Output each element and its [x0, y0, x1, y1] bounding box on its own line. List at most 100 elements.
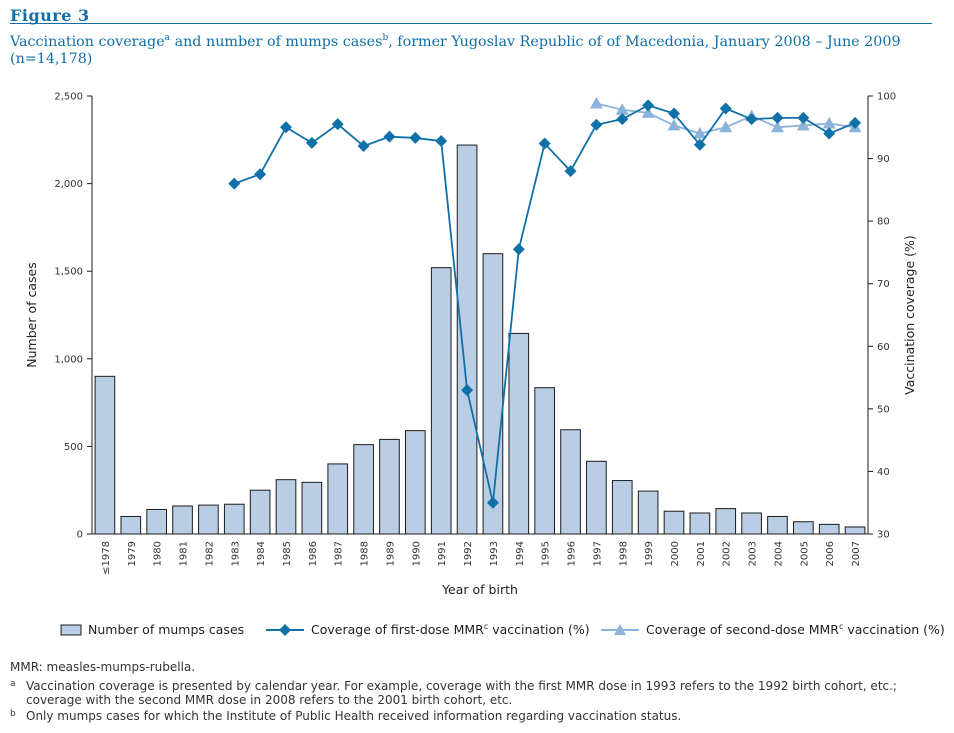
bar-mumps-cases: [508, 332, 530, 535]
bar-mumps-cases: [327, 463, 349, 535]
caption-sup-b: b: [382, 33, 389, 43]
bar-mumps-cases: [353, 444, 374, 535]
x-tick-label: 1979: [127, 541, 138, 566]
y2-axis-title: Vaccination coverage (%): [902, 235, 917, 395]
x-tick-label: 2005: [799, 541, 810, 566]
bar-mumps-cases: [534, 387, 555, 535]
bar-mumps-cases: [560, 429, 581, 535]
footnote-b-text: Only mumps cases for which the Institute…: [26, 709, 682, 723]
right-tick-label: 90: [877, 154, 890, 165]
first-dose-point: [616, 113, 629, 126]
left-tick-label: 2,500: [54, 92, 83, 103]
first-dose-point: [254, 168, 267, 181]
bar-mumps-cases: [198, 504, 219, 535]
x-tick-label: 1982: [204, 541, 215, 566]
bar-mumps-cases: [715, 508, 737, 535]
bar-mumps-cases: [586, 460, 607, 535]
bar-mumps-cases: [120, 515, 142, 535]
second-dose-point: [615, 103, 629, 115]
x-axis-title: Year of birth: [441, 582, 518, 597]
x-tick-label: 1996: [567, 541, 578, 566]
bar-mumps-cases: [637, 490, 659, 535]
legend-label-second-dose: Coverage of second-dose MMRc vaccination…: [646, 622, 945, 638]
legend-bar-swatch: [60, 624, 82, 635]
x-tick-label: 1986: [308, 541, 319, 566]
x-tick-label: 1981: [179, 541, 190, 566]
x-tick-label: 2002: [722, 541, 733, 566]
right-tick-label: 30: [877, 530, 890, 541]
bar-mumps-cases: [430, 267, 452, 535]
chart-legend: Number of mumps cases Coverage of first-…: [60, 622, 950, 642]
bar-mumps-cases: [741, 512, 762, 535]
first-dose-point: [305, 136, 318, 149]
x-tick-label: 1992: [463, 541, 474, 566]
first-dose-point: [564, 165, 577, 178]
legend-triangle-line: [601, 623, 639, 635]
bar-mumps-cases: [767, 515, 788, 535]
left-tick-label: 0: [77, 530, 83, 541]
legend-label-bars: Number of mumps cases: [88, 622, 245, 637]
x-tick-label: 1994: [515, 541, 526, 566]
x-tick-label: 1989: [385, 541, 396, 566]
x-tick-label: 2001: [696, 541, 707, 566]
x-tick-label: 1991: [437, 541, 448, 566]
legend-item-bars: Number of mumps cases: [60, 622, 244, 637]
first-dose-point: [357, 140, 370, 153]
bar-mumps-cases: [94, 375, 116, 535]
bar-mumps-cases: [793, 521, 814, 535]
x-tick-label: 1993: [489, 541, 500, 566]
second-dose-point: [641, 106, 655, 118]
first-dose-point: [771, 111, 784, 124]
bar-mumps-cases: [172, 505, 193, 535]
left-tick-label: 1,000: [54, 354, 83, 365]
bar-mumps-cases: [146, 508, 167, 535]
second-dose-point: [770, 120, 784, 133]
second-dose-point: [796, 118, 810, 131]
bar-mumps-cases: [379, 438, 400, 535]
caption-sup-a: a: [164, 33, 171, 43]
x-tick-label: 1980: [153, 541, 164, 566]
bar-mumps-cases: [301, 481, 323, 535]
first-dose-point: [486, 496, 499, 509]
bar-mumps-cases: [689, 512, 711, 535]
y-axis-title: Number of cases: [24, 262, 39, 367]
first-dose-point: [512, 243, 525, 256]
first-dose-point: [693, 138, 706, 151]
x-tick-label: 2006: [825, 541, 836, 566]
first-dose-point: [797, 111, 810, 124]
second-dose-point: [693, 127, 707, 139]
x-tick-label: 1990: [411, 541, 422, 566]
x-tick-label: 2004: [773, 541, 784, 566]
x-tick-label: 1998: [618, 541, 629, 566]
x-tick-label: 1984: [256, 541, 267, 566]
bar-mumps-cases: [275, 479, 297, 535]
first-dose-point: [409, 131, 422, 144]
bar-mumps-cases: [663, 510, 685, 535]
left-tick-label: 2,000: [54, 179, 83, 190]
x-tick-label: 1995: [541, 541, 552, 566]
caption-part-2: and number of mumps cases: [170, 33, 383, 50]
x-tick-label: 2007: [851, 541, 862, 566]
legend-item-second-dose: Coverage of second-dose MMRc vaccination…: [600, 622, 945, 637]
x-tick-label: 1985: [282, 541, 293, 566]
footnotes: MMR: measles-mumps-rubella. a Vaccination…: [10, 660, 940, 725]
left-tick-label: 500: [64, 442, 83, 453]
first-dose-point: [228, 177, 241, 190]
first-dose-point: [719, 102, 732, 115]
first-dose-point: [668, 107, 680, 120]
first-dose-point: [383, 130, 396, 143]
figure-caption: Vaccination coveragea and number of mump…: [10, 30, 940, 68]
first-dose-point: [435, 135, 448, 148]
first-dose-point: [331, 118, 344, 131]
legend-item-first-dose: Coverage of first-dose MMRc vaccination …: [265, 622, 590, 637]
first-dose-point: [823, 127, 836, 140]
first-dose-point: [280, 121, 292, 134]
legend-diamond-line: [266, 623, 304, 636]
second-dose-point: [719, 120, 733, 133]
second-dose-point: [822, 117, 836, 129]
bar-mumps-cases: [223, 503, 245, 535]
footnote-a-text: Vaccination coverage is presented by cal…: [26, 679, 897, 707]
right-tick-label: 80: [877, 217, 890, 228]
bar-mumps-cases: [818, 523, 840, 535]
x-tick-label: ≤1978: [101, 541, 112, 575]
